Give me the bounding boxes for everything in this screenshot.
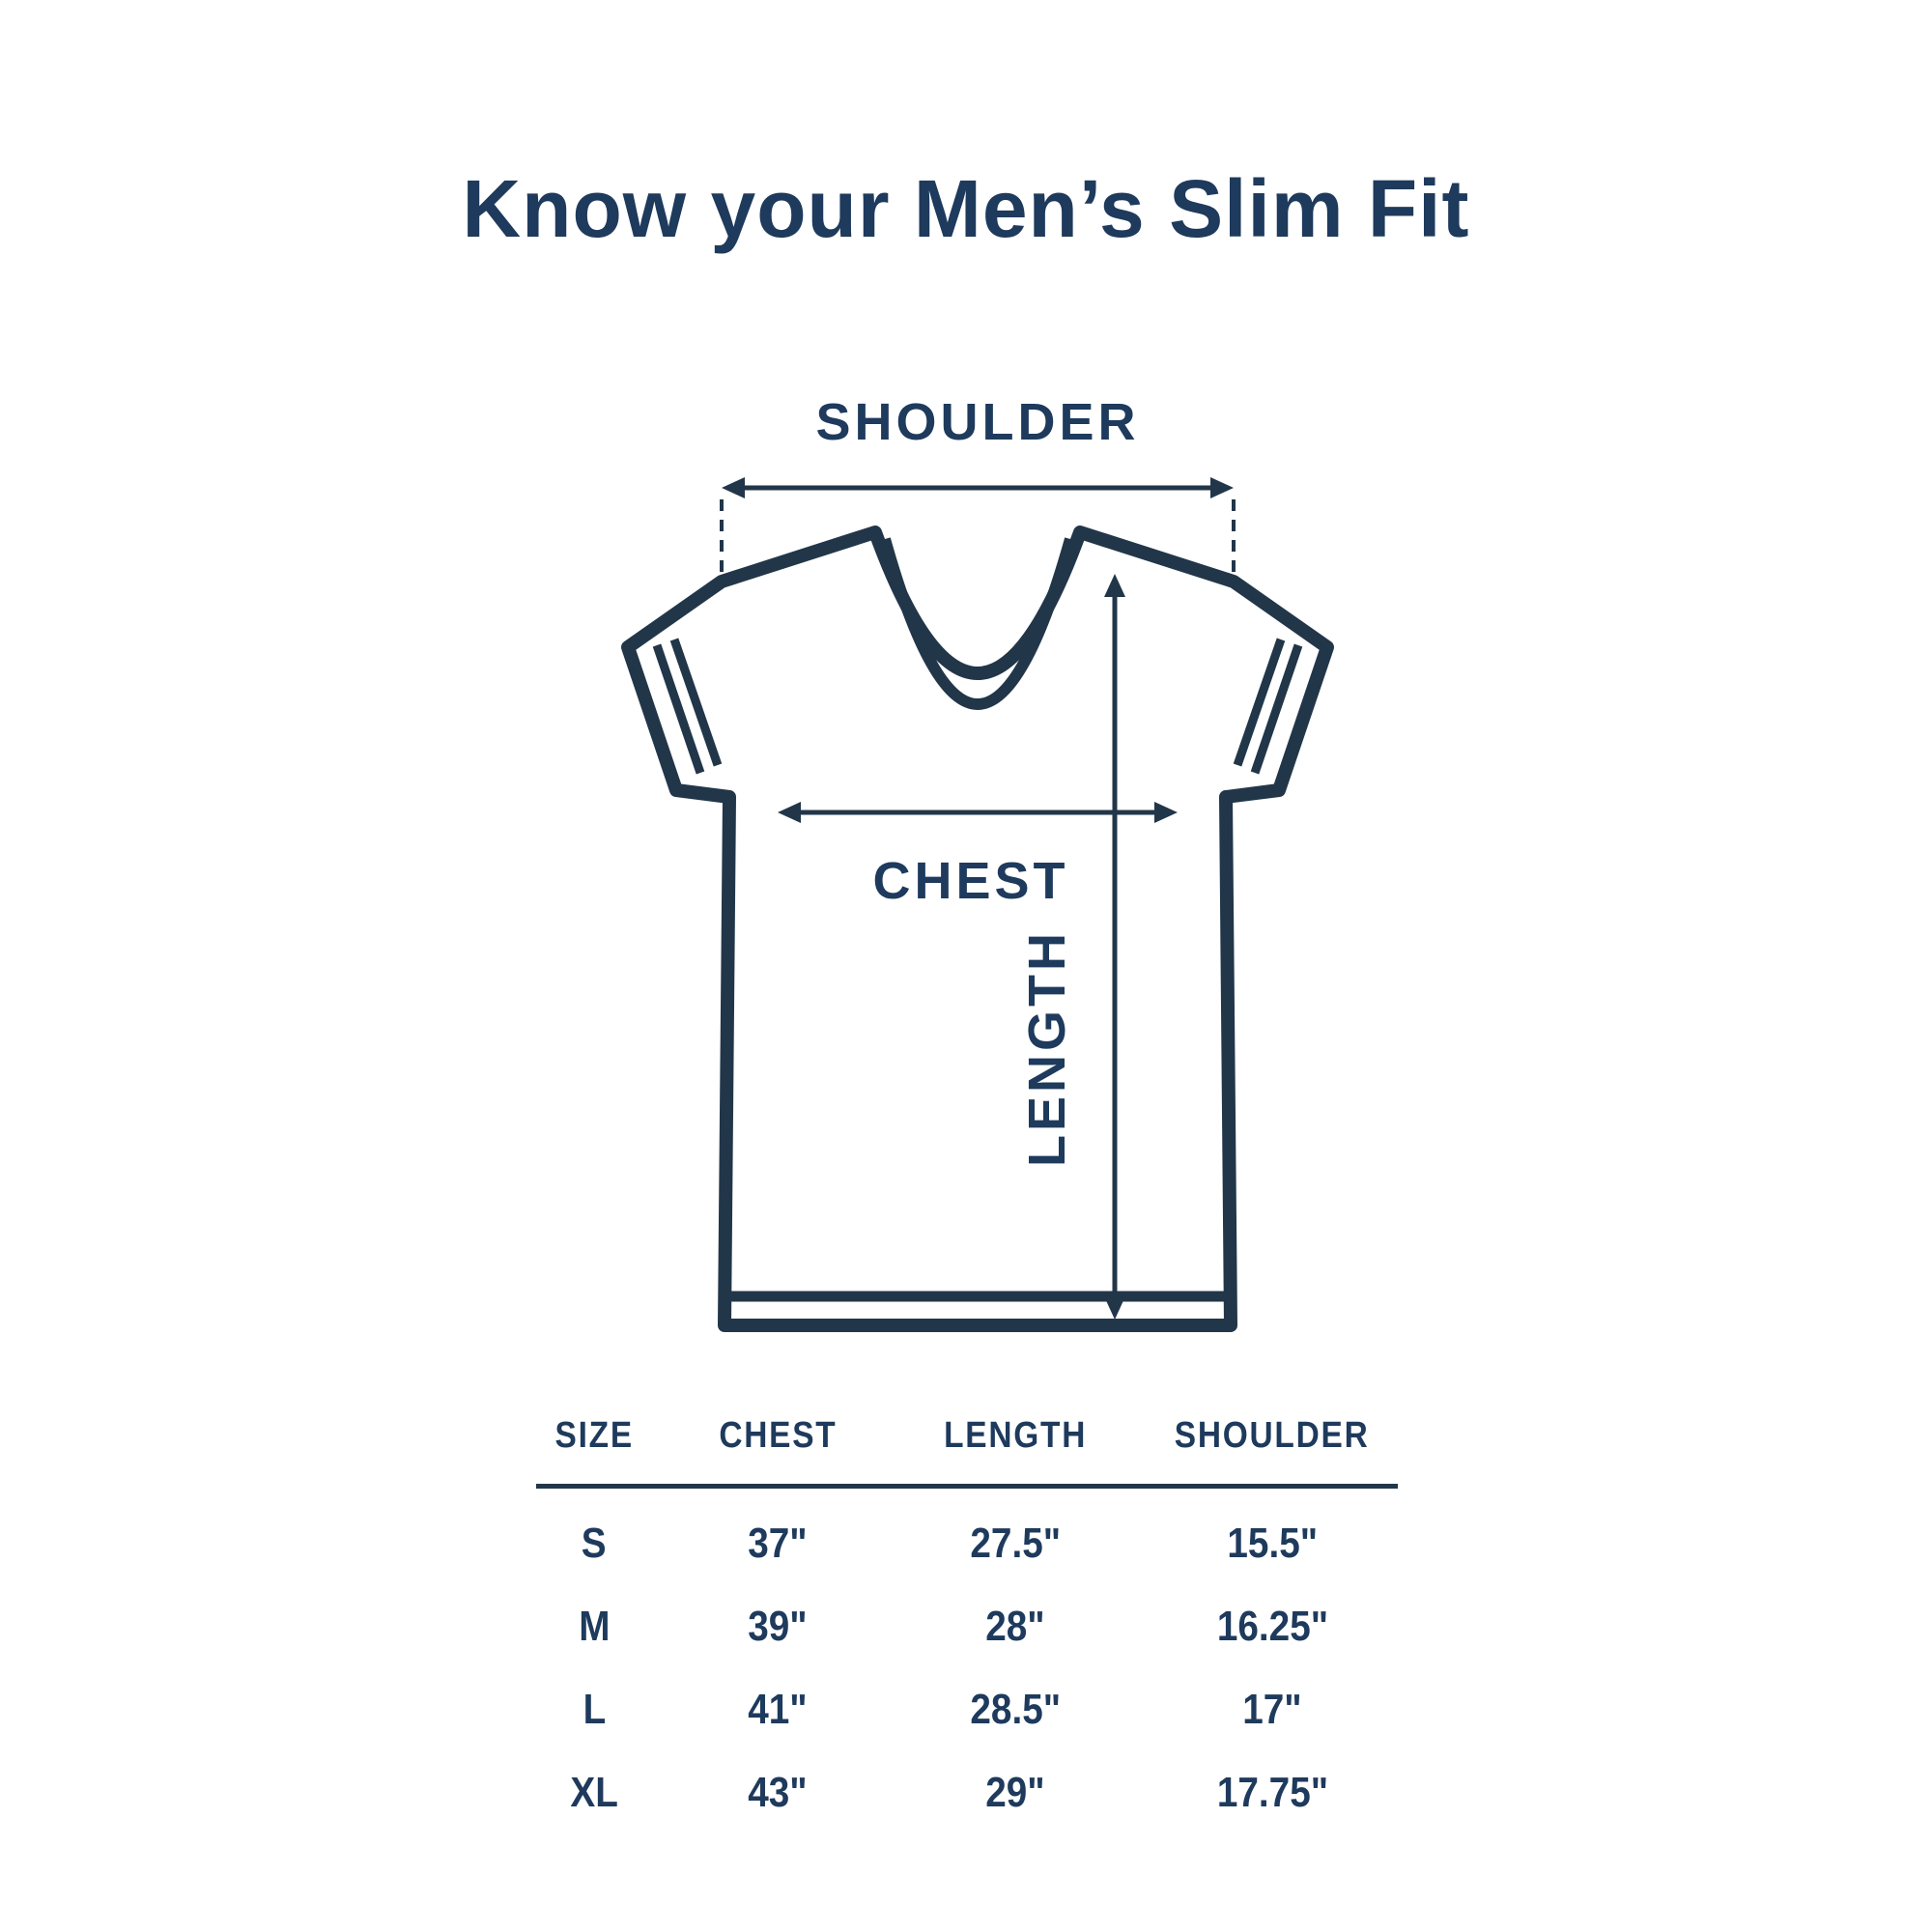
table-row-l-shoulder: 17" — [1242, 1686, 1302, 1733]
col-header-shoulder: SHOULDER — [1175, 1414, 1370, 1456]
shoulder-dim-label: SHOULDER — [815, 393, 1139, 451]
shoulder-arrow — [722, 477, 1234, 498]
chest-dim-label: CHEST — [872, 852, 1068, 910]
col-header-size: SIZE — [554, 1414, 634, 1456]
col-header-length: LENGTH — [943, 1414, 1088, 1456]
table-row-m-shoulder: 16.25" — [1216, 1603, 1328, 1650]
page-title: Know your Men’s Slim Fit — [462, 163, 1470, 254]
table-row-s-chest: 37" — [748, 1520, 808, 1567]
table-row-s-size: S — [582, 1520, 607, 1567]
col-header-chest: CHEST — [718, 1414, 838, 1456]
table-row-m-chest: 39" — [748, 1603, 808, 1650]
table-row-m-size: M — [578, 1603, 611, 1650]
size-table: SIZE CHEST LENGTH SHOULDER S 37" 27.5" 1… — [526, 1408, 1407, 1834]
table-row-xl-chest: 43" — [748, 1769, 808, 1816]
table-row-s-length: 27.5" — [970, 1520, 1061, 1567]
chest-arrow — [778, 802, 1178, 823]
table-row-l-chest: 41" — [748, 1686, 808, 1733]
collar-inner-line — [879, 537, 1076, 710]
tshirt-outline — [621, 526, 1334, 1332]
table-row-l-length: 28.5" — [970, 1686, 1061, 1733]
length-dim-label: LENGTH — [1018, 929, 1076, 1167]
length-arrow — [1104, 574, 1125, 1320]
table-divider — [536, 1484, 1398, 1489]
right-sleeve-stripe-icon — [1233, 638, 1303, 775]
table-row-xl-length: 29" — [985, 1769, 1045, 1816]
left-sleeve-stripe-icon — [652, 638, 723, 775]
table-row-xl-shoulder: 17.75" — [1216, 1769, 1328, 1816]
table-row-l-size: L — [582, 1686, 606, 1733]
table-row-s-shoulder: 15.5" — [1227, 1520, 1318, 1567]
table-row-m-length: 28" — [985, 1603, 1045, 1650]
table-row-xl-size: XL — [570, 1769, 618, 1816]
